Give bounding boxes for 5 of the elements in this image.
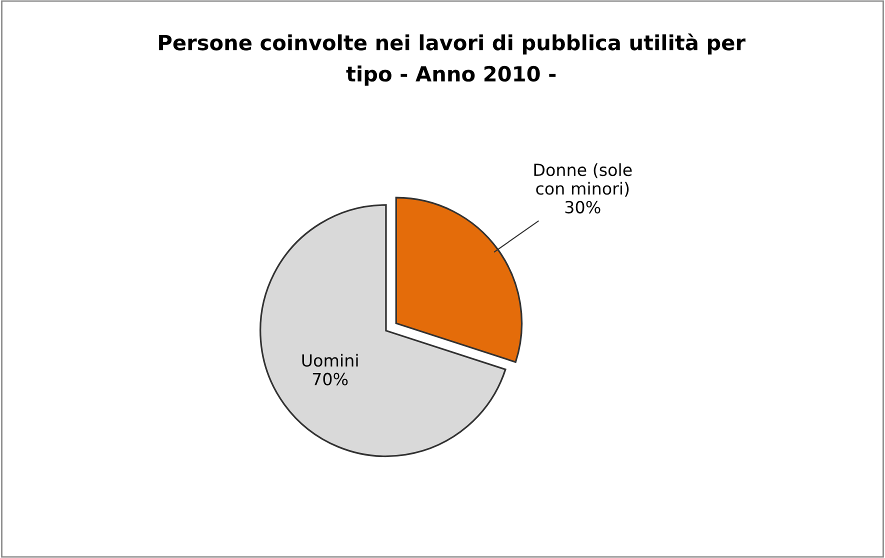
data-label: 30%	[565, 200, 600, 214]
slice-label: Donne (sole con minori)	[534, 163, 632, 197]
data-label: 70%	[312, 372, 348, 386]
chart-title: Persone coinvolte nei lavori di pubblica utilità per tipo - Anno 2010 -	[159, 33, 746, 86]
slice-label: Uomini	[302, 354, 358, 367]
